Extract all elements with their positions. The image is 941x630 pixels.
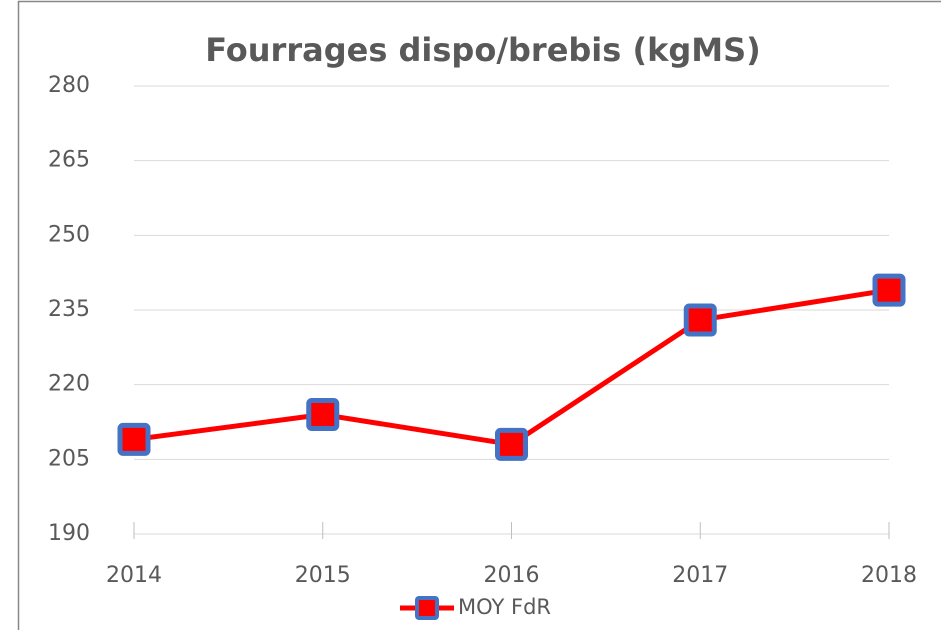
y-tick-label: 235 [48,297,90,322]
marker [495,427,528,461]
legend-marker [415,596,439,620]
x-tick-label: 2017 [672,563,728,588]
y-tick-label: 190 [48,521,90,546]
y-tick-label: 220 [48,372,90,397]
marker [117,422,151,456]
legend-label: MOY FdR [458,595,551,619]
y-tick-label: 250 [48,222,90,247]
x-tick-label: 2016 [484,563,540,588]
marker [872,273,906,307]
x-tick-label: 2015 [295,563,351,588]
y-tick-label: 205 [48,446,90,471]
y-tick-label: 280 [48,73,90,98]
marker [306,398,340,432]
chart-title: Fourrages dispo/brebis (kgMS) [205,31,761,69]
x-tick-label: 2014 [106,563,162,588]
chart-border [17,0,941,630]
y-tick-label: 265 [48,148,90,173]
marker [683,303,717,337]
x-tick-label: 2018 [861,563,917,588]
